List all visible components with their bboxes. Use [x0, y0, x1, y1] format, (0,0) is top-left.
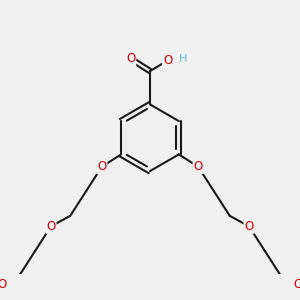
Text: O: O — [293, 278, 300, 291]
Text: O: O — [126, 52, 135, 65]
Text: H: H — [179, 54, 188, 64]
Text: O: O — [194, 160, 203, 173]
Text: O: O — [97, 160, 106, 173]
Text: O: O — [244, 220, 254, 233]
Text: O: O — [46, 220, 56, 233]
Text: O: O — [163, 54, 172, 67]
Text: O: O — [0, 278, 7, 291]
